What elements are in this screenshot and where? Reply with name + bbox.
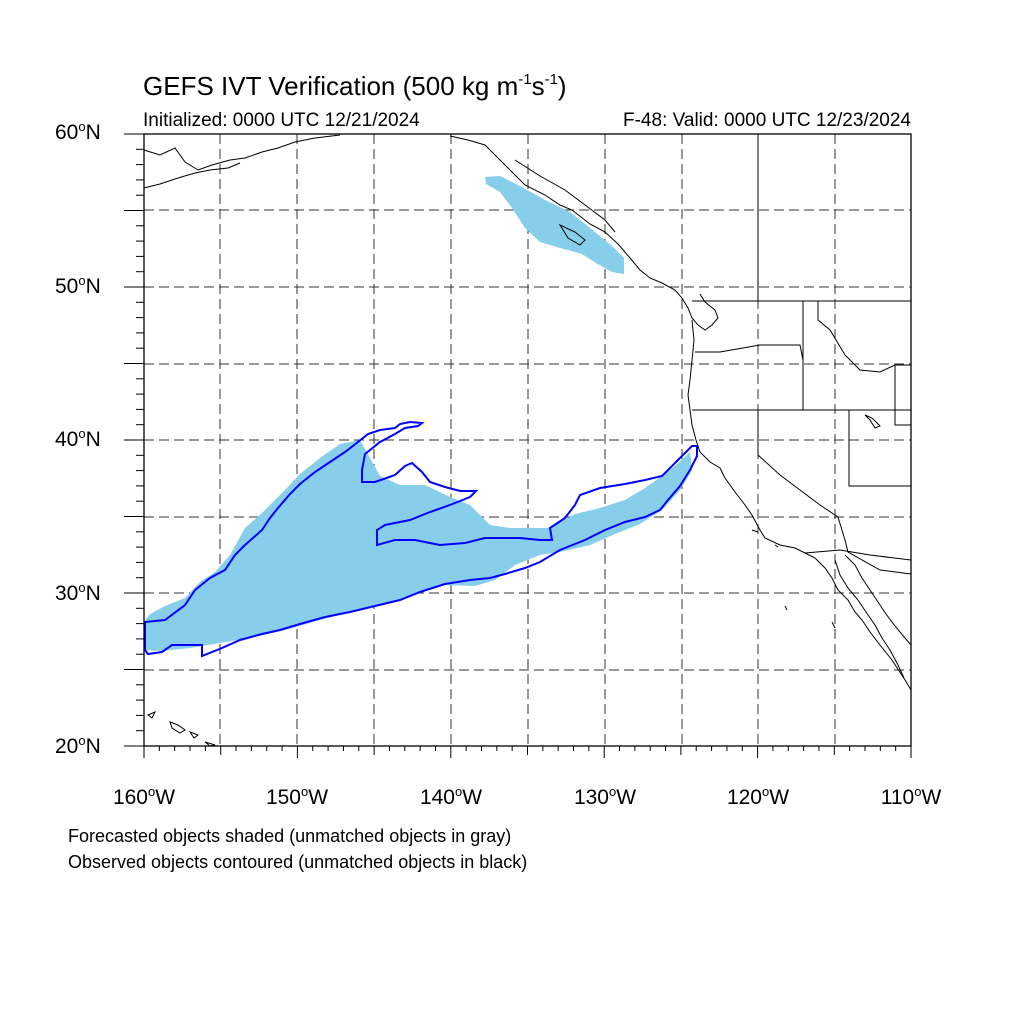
lon-label-140w: 140oW [419,784,483,809]
lat-label-40: 40oN [55,426,101,451]
lat-label-60: 60oN [55,119,101,144]
coast-gulf-california [844,554,912,646]
init-time-label: Initialized: 0000 UTC 12/21/2024 [143,110,420,131]
island-channel [751,529,836,629]
coastlines [143,134,912,747]
coast-baja [834,559,905,679]
lon-label-150w: 150oW [265,784,329,809]
border-bc-alberta [514,159,616,233]
forecast-object-north [485,176,624,274]
lon-label-110w: 110oW [880,784,942,809]
border-nevada [757,410,839,518]
border-utah [848,410,911,487]
lon-label-120w: 120oW [726,784,790,809]
lat-label-20: 20oN [55,733,101,758]
coast-alaska [143,134,341,171]
observed-object-main [144,420,698,658]
legend-forecast-note: Forecasted objects shaded (unmatched obj… [68,826,512,846]
legend-observed-note: Observed objects contoured (unmatched ob… [68,852,528,872]
lon-label-160w: 160oW [112,784,176,809]
coast-alaska-peninsula [143,162,241,189]
border-arizona [837,516,912,575]
lon-label-130w: 130oW [573,784,637,809]
island-vancouver [558,223,586,246]
border-wyoming [894,365,911,426]
coast-us-west [687,319,912,691]
coast-bc [449,135,719,331]
border-washington-oregon [695,344,804,410]
island-hawaii-2 [169,721,186,734]
axis-ticks [124,133,912,758]
forecast-object-main [144,440,692,651]
border-montana-idaho [817,301,911,373]
border-mexico [804,549,912,561]
lat-label-50: 50oN [55,273,101,298]
map-title: GEFS IVT Verification (500 kg m-1s-1) [143,71,567,101]
valid-time-label: F-48: Valid: 0000 UTC 12/23/2024 [623,110,911,131]
lat-label-30: 30oN [55,580,101,605]
island-hawaii-3 [188,730,200,739]
island-hawaii-1 [147,711,157,719]
lake-great-salt [864,414,881,429]
